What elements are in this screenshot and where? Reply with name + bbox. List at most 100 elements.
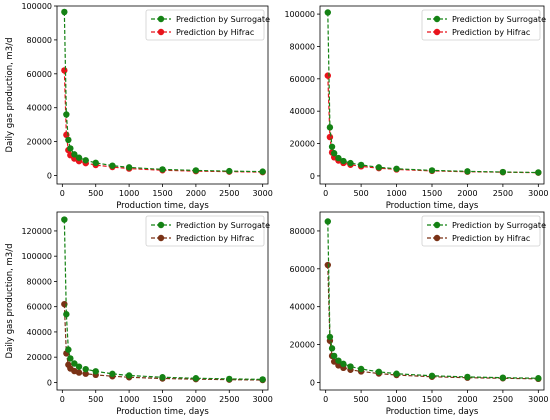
data-point-surrogate [71,151,78,158]
data-point-surrogate [192,167,200,174]
data-point-surrogate [428,372,436,379]
data-point-surrogate [82,157,89,164]
x-tick-label: 1500 [422,395,442,404]
legend-box [145,215,265,247]
data-point-surrogate [535,169,542,176]
data-point-surrogate [67,145,74,152]
data-point-surrogate [428,167,436,174]
x-axis-label: Production time, days [116,201,209,211]
data-point-surrogate [67,355,74,362]
data-point-surrogate [61,216,68,223]
legend-marker [157,221,165,229]
data-point-surrogate [464,373,471,381]
legend-box [421,215,541,247]
y-tick-label: 40000 [290,303,315,312]
x-tick-label: 3000 [252,189,272,198]
y-tick-label: 0 [47,172,52,181]
data-point-surrogate [326,124,334,131]
data-point-surrogate [63,111,70,118]
y-tick-label: 40000 [27,104,52,113]
data-point-surrogate [330,352,338,360]
x-tick-label: 1500 [422,189,442,198]
x-tick-label: 1000 [386,189,406,198]
series-line-hifrac [63,70,263,173]
data-point-surrogate [357,161,365,169]
y-tick-label: 40000 [27,328,52,337]
data-point-hifrac [326,133,334,141]
x-tick-label: 2000 [186,189,206,198]
y-axis-label: Daily gas production, m3/d [5,244,15,359]
data-point-surrogate [330,150,338,157]
y-tick-label: 80000 [27,36,52,45]
x-tick-label: 500 [88,395,103,404]
chart-1: 0 500 1000 1500 2000 2500 3000 0 20000 40000 60000… [5,2,273,211]
data-point-hifrac [61,67,68,74]
x-tick-label: 1500 [152,189,172,198]
data-point-hifrac [335,362,342,369]
chart-2: 0 500 1000 1500 2000 2500 3000 0 20000 40000 60000… [284,5,549,211]
data-point-surrogate [226,167,233,175]
data-point-hifrac [82,370,89,377]
legend-label: Prediction by Hifrac [176,234,254,243]
y-tick-label: 60000 [27,70,52,79]
x-tick-label: 0 [323,189,328,198]
y-tick-label: 20000 [290,140,315,149]
y-tick-label: 80000 [290,227,315,236]
y-tick-label: 100000 [21,2,52,11]
legend-marker [433,15,441,23]
data-point-surrogate [125,164,133,171]
y-tick-label: 60000 [27,303,52,312]
data-point-surrogate [259,376,266,383]
data-point-surrogate [335,154,342,162]
data-point-surrogate [125,372,133,379]
legend-label: Prediction by Hifrac [452,28,530,37]
x-tick-label: 0 [60,189,65,198]
data-point-surrogate [393,165,400,172]
data-point-surrogate [71,360,78,367]
data-point-surrogate [340,157,347,165]
data-point-surrogate [499,374,507,381]
data-point-surrogate [347,159,354,167]
data-point-surrogate [61,8,68,16]
legend-marker [433,234,441,242]
legend-label: Prediction by Hifrac [176,28,254,37]
plot-area [324,9,542,176]
chart-4: 0 500 1000 1500 2000 2500 3000 0 20000 40000 60000… [290,211,549,417]
y-tick-label: 60000 [290,265,315,274]
y-axis-label: Daily gas production, m3/d [5,38,15,153]
x-tick-label: 500 [353,395,368,404]
data-point-surrogate [347,363,354,370]
data-point-surrogate [328,345,336,352]
x-tick-label: 2500 [493,189,513,198]
legend-label: Prediction by Surrogate [452,221,546,230]
legend-marker [433,28,441,36]
x-axis-label: Production time, days [386,201,479,211]
y-tick-label: 100000 [21,252,52,261]
data-point-surrogate [226,375,233,383]
data-point-surrogate [340,360,347,368]
y-tick-label: 80000 [290,42,315,51]
x-tick-label: 2000 [186,395,206,404]
y-tick-label: 40000 [290,107,315,116]
data-point-surrogate [357,365,365,373]
x-tick-label: 2500 [219,395,239,404]
data-point-surrogate [65,346,72,353]
plot-area [61,8,266,176]
legend-label: Prediction by Surrogate [452,15,546,24]
data-point-surrogate [375,164,383,171]
data-point-surrogate [92,368,99,375]
legend-marker [157,28,165,36]
legend-label: Prediction by Surrogate [176,15,270,24]
data-point-hifrac [75,369,83,376]
data-point-surrogate [535,375,542,382]
x-tick-label: 3000 [528,189,548,198]
y-tick-label: 20000 [27,353,52,362]
data-point-surrogate [75,363,83,370]
legend-marker [157,234,165,242]
data-point-hifrac [324,72,331,79]
legend-marker [157,15,165,23]
legend: Prediction by Surrogate Prediction by Hif… [421,215,546,247]
y-tick-label: 0 [310,172,315,181]
x-axis-label: Production time, days [116,407,209,417]
